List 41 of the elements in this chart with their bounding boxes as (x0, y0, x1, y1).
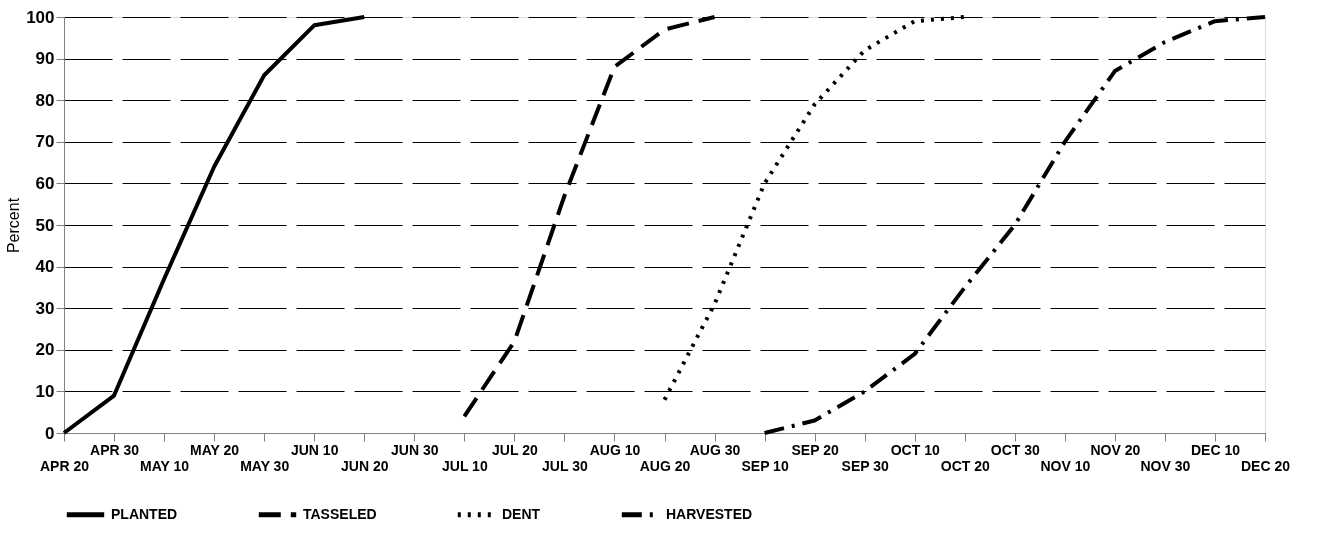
x-tick-label: MAY 20 (190, 441, 240, 458)
legend-label: PLANTED (111, 505, 178, 522)
x-tick-label: JUL 20 (492, 441, 538, 458)
x-tick-label: OCT 10 (890, 441, 940, 458)
x-tick-label: AUG 10 (589, 441, 641, 458)
x-tick-label: OCT 30 (990, 441, 1041, 458)
x-tick-label: SEP 10 (741, 457, 789, 474)
x-tick-label: APR 30 (90, 441, 140, 458)
y-tick-label: 40 (35, 257, 55, 277)
x-tick-label: AUG 20 (639, 457, 691, 474)
legend-label: HARVESTED (666, 505, 753, 522)
x-tick-label: NOV 20 (1090, 441, 1141, 458)
x-tick-label: MAY 10 (140, 457, 190, 474)
legend-label: TASSELED (303, 505, 377, 522)
x-tick-label: APR 20 (39, 457, 90, 474)
y-tick-label: 30 (35, 298, 55, 318)
y-tick-label: 60 (35, 173, 55, 193)
y-tick-label: 20 (35, 340, 55, 360)
y-tick-label: 10 (35, 381, 55, 401)
x-tick-label: NOV 10 (1040, 457, 1091, 474)
x-tick-label: JUN 20 (341, 457, 389, 474)
x-tick-label: MAY 30 (240, 457, 290, 474)
x-tick-label: JUL 30 (542, 457, 588, 474)
x-tick-label: AUG 30 (689, 441, 741, 458)
x-tick-label: JUL 10 (442, 457, 488, 474)
x-tick-label: SEP 30 (841, 457, 889, 474)
y-tick-label: 0 (45, 423, 55, 443)
y-tick-label: 50 (35, 215, 55, 235)
y-axis-title: Percent (5, 197, 23, 254)
x-tick-label: DEC 20 (1240, 457, 1291, 474)
y-tick-label: 100 (26, 7, 55, 27)
y-tick-label: 90 (35, 49, 55, 69)
legend-label: DENT (502, 505, 541, 522)
x-tick-label: JUN 30 (391, 441, 439, 458)
x-tick-label: OCT 20 (940, 457, 990, 474)
y-tick-label: 80 (35, 90, 55, 110)
x-tick-label: SEP 20 (791, 441, 839, 458)
y-tick-label: 70 (35, 132, 55, 152)
x-tick-label: DEC 10 (1190, 441, 1241, 458)
x-tick-label: NOV 30 (1140, 457, 1191, 474)
x-tick-label: JUN 10 (290, 441, 339, 458)
